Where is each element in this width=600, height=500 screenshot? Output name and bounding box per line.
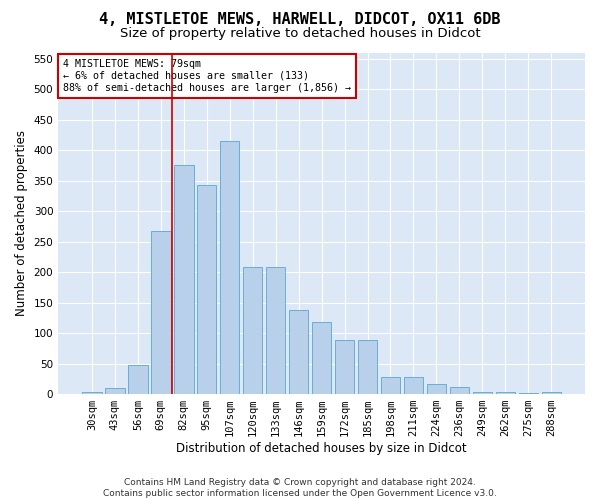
X-axis label: Distribution of detached houses by size in Didcot: Distribution of detached houses by size … bbox=[176, 442, 467, 455]
Bar bbox=[518, 393, 538, 394]
Bar bbox=[243, 267, 262, 394]
Bar bbox=[151, 230, 170, 394]
Bar bbox=[404, 377, 423, 394]
Text: 4 MISTLETOE MEWS: 79sqm
← 6% of detached houses are smaller (133)
88% of semi-de: 4 MISTLETOE MEWS: 79sqm ← 6% of detached… bbox=[64, 60, 352, 92]
Bar bbox=[197, 185, 217, 394]
Bar bbox=[335, 340, 355, 394]
Y-axis label: Number of detached properties: Number of detached properties bbox=[15, 130, 28, 316]
Bar bbox=[358, 340, 377, 394]
Text: 4, MISTLETOE MEWS, HARWELL, DIDCOT, OX11 6DB: 4, MISTLETOE MEWS, HARWELL, DIDCOT, OX11… bbox=[99, 12, 501, 28]
Bar bbox=[427, 384, 446, 394]
Bar bbox=[496, 392, 515, 394]
Bar bbox=[312, 322, 331, 394]
Bar bbox=[381, 377, 400, 394]
Bar bbox=[266, 267, 286, 394]
Bar bbox=[82, 392, 101, 394]
Bar bbox=[220, 141, 239, 394]
Bar bbox=[289, 310, 308, 394]
Bar bbox=[128, 365, 148, 394]
Bar bbox=[449, 388, 469, 394]
Bar bbox=[105, 388, 125, 394]
Text: Contains HM Land Registry data © Crown copyright and database right 2024.
Contai: Contains HM Land Registry data © Crown c… bbox=[103, 478, 497, 498]
Bar bbox=[174, 166, 194, 394]
Bar bbox=[542, 392, 561, 394]
Text: Size of property relative to detached houses in Didcot: Size of property relative to detached ho… bbox=[119, 28, 481, 40]
Bar bbox=[473, 392, 492, 394]
